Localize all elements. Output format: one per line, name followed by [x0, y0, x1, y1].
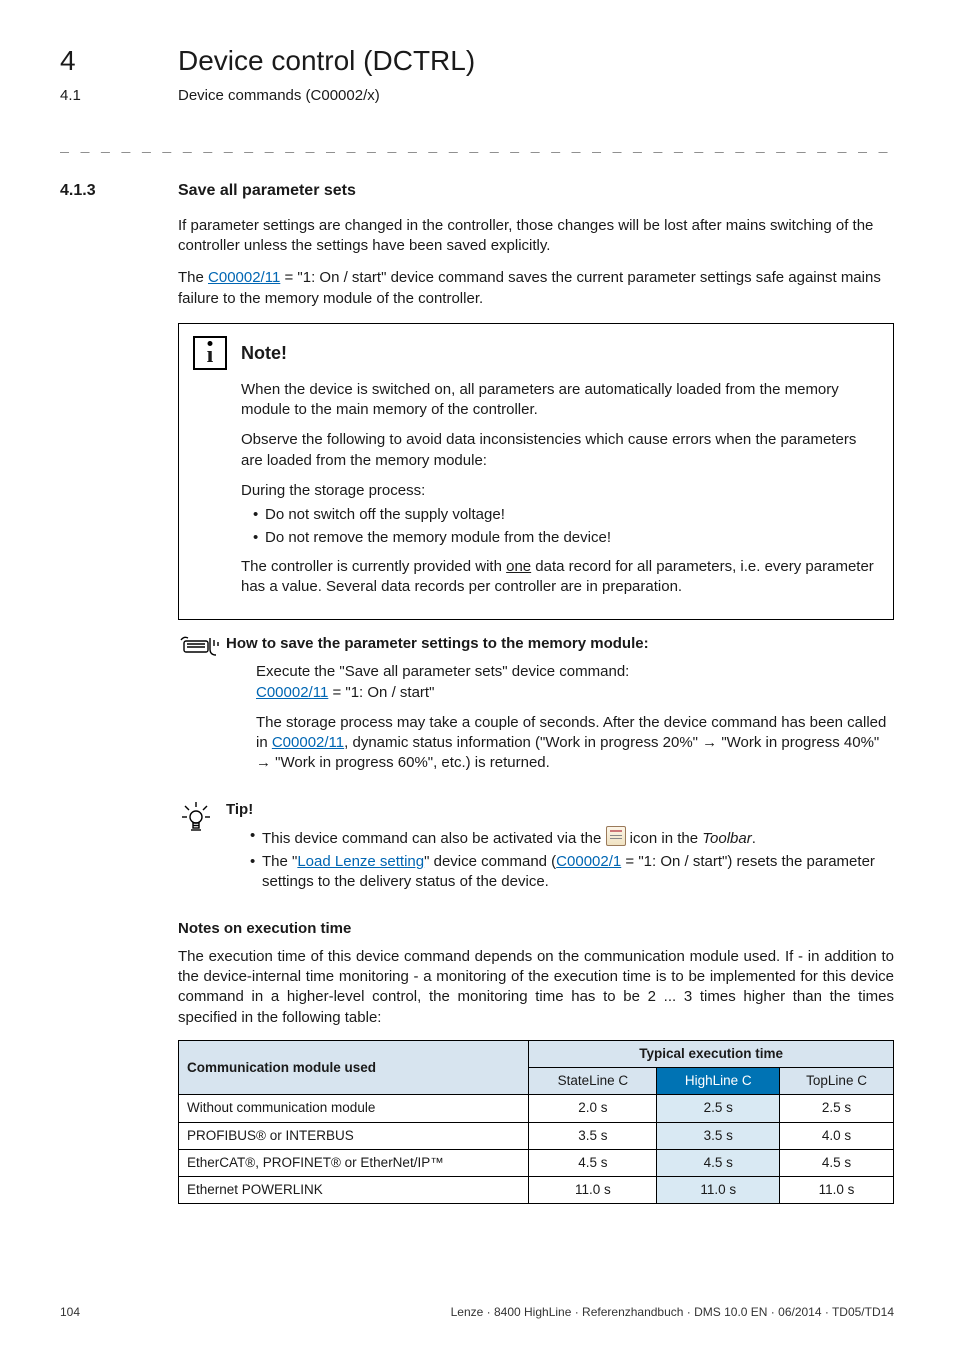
- cell: EtherCAT®, PROFINET® or EtherNet/IP™: [179, 1149, 529, 1176]
- text: The ": [262, 853, 297, 870]
- hand-pointer-icon: [178, 634, 226, 784]
- note-para: The controller is currently provided wit…: [241, 557, 879, 598]
- text: The: [178, 269, 208, 286]
- cell: 4.5 s: [780, 1149, 894, 1176]
- cell: Ethernet POWERLINK: [179, 1176, 529, 1203]
- chapter-number: 4: [60, 42, 178, 80]
- footer-ref: Lenze · 8400 HighLine · Referenzhandbuch…: [451, 1304, 894, 1320]
- text: "Work in progress 40%": [717, 734, 879, 751]
- info-icon: ı: [193, 336, 227, 370]
- note-para: During the storage process:: [241, 481, 879, 501]
- table-row: PROFIBUS® or INTERBUS 3.5 s 3.5 s 4.0 s: [179, 1122, 894, 1149]
- col-header-highlight: HighLine C: [657, 1068, 780, 1095]
- subchapter-title: Device commands (C00002/x): [178, 86, 380, 106]
- col-header: Typical execution time: [529, 1040, 894, 1067]
- text: = "1: On / start": [328, 684, 434, 701]
- note-para: When the device is switched on, all para…: [241, 380, 879, 421]
- cell: 2.0 s: [529, 1095, 657, 1122]
- tip-title: Tip!: [226, 800, 894, 820]
- howto-para: Execute the "Save all parameter sets" de…: [256, 662, 894, 703]
- bullet-item: Do not remove the memory module from the…: [253, 528, 879, 548]
- text: = "1: On / start" device command saves t…: [178, 269, 881, 306]
- col-header: Communication module used: [179, 1040, 529, 1094]
- table-row: EtherCAT®, PROFINET® or EtherNet/IP™ 4.5…: [179, 1149, 894, 1176]
- cell: 4.5 s: [529, 1149, 657, 1176]
- table-row: Ethernet POWERLINK 11.0 s 11.0 s 11.0 s: [179, 1176, 894, 1203]
- chapter-title: Device control (DCTRL): [178, 42, 475, 80]
- bullet-item: Do not switch off the supply voltage!: [253, 505, 879, 525]
- intro-para-2: The C00002/11 = "1: On / start" device c…: [178, 268, 894, 309]
- param-link[interactable]: C00002/11: [256, 684, 328, 701]
- intro-para-1: If parameter settings are changed in the…: [178, 216, 894, 257]
- subchapter-header: 4.1 Device commands (C00002/x): [60, 86, 894, 106]
- cell: 4.0 s: [780, 1122, 894, 1149]
- howto-block: How to save the parameter settings to th…: [178, 634, 894, 784]
- col-header: StateLine C: [529, 1068, 657, 1095]
- text: " device command (: [424, 853, 556, 870]
- param-link[interactable]: C00002/11: [208, 269, 280, 286]
- cell: 3.5 s: [529, 1122, 657, 1149]
- cell: Without communication module: [179, 1095, 529, 1122]
- howto-para: The storage process may take a couple of…: [256, 713, 894, 774]
- chapter-header: 4 Device control (DCTRL): [60, 42, 894, 80]
- toolbar-save-icon: [606, 826, 626, 846]
- exec-para: The execution time of this device comman…: [178, 947, 894, 1028]
- cell: 11.0 s: [780, 1176, 894, 1203]
- cell-highlight: 11.0 s: [657, 1176, 780, 1203]
- text: Execute the "Save all parameter sets" de…: [256, 663, 629, 680]
- text: This device command can also be activate…: [262, 830, 606, 847]
- cross-ref-link[interactable]: Load Lenze setting: [297, 853, 424, 870]
- section-title: Save all parameter sets: [178, 180, 356, 202]
- text: "Work in progress 60%", etc.) is returne…: [271, 754, 550, 771]
- cell: 2.5 s: [780, 1095, 894, 1122]
- note-box: ı Note! When the device is switched on, …: [178, 323, 894, 620]
- section-number: 4.1.3: [60, 180, 178, 202]
- lightbulb-icon: [178, 800, 226, 901]
- cell: 11.0 s: [529, 1176, 657, 1203]
- param-link[interactable]: C00002/11: [272, 734, 344, 751]
- tip-block: Tip! This device command can also be act…: [178, 800, 894, 901]
- bullet-item: The "Load Lenze setting" device command …: [250, 852, 894, 893]
- tip-bullets: This device command can also be activate…: [250, 826, 894, 893]
- note-bullets: Do not switch off the supply voltage! Do…: [241, 505, 879, 549]
- subchapter-number: 4.1: [60, 86, 178, 106]
- text: icon in the: [626, 830, 703, 847]
- text: The controller is currently provided wit…: [241, 558, 506, 575]
- section-heading: 4.1.3 Save all parameter sets: [60, 180, 894, 202]
- note-para: Observe the following to avoid data inco…: [241, 430, 879, 471]
- bullet-item: This device command can also be activate…: [250, 826, 894, 849]
- italic-text: Toolbar: [702, 830, 751, 847]
- cell-highlight: 3.5 s: [657, 1122, 780, 1149]
- table-row: Without communication module 2.0 s 2.5 s…: [179, 1095, 894, 1122]
- separator-rule: _ _ _ _ _ _ _ _ _ _ _ _ _ _ _ _ _ _ _ _ …: [60, 134, 894, 154]
- page-number: 104: [60, 1304, 80, 1320]
- cell: PROFIBUS® or INTERBUS: [179, 1122, 529, 1149]
- page-footer: 104 Lenze · 8400 HighLine · Referenzhand…: [60, 1304, 894, 1320]
- text: , dynamic status information ("Work in p…: [344, 734, 702, 751]
- arrow-icon: →: [702, 734, 717, 751]
- cell-highlight: 4.5 s: [657, 1149, 780, 1176]
- arrow-icon: →: [256, 754, 271, 771]
- col-header: TopLine C: [780, 1068, 894, 1095]
- param-link[interactable]: C00002/1: [556, 853, 621, 870]
- cell-highlight: 2.5 s: [657, 1095, 780, 1122]
- text: .: [752, 830, 756, 847]
- exec-time-table: Communication module used Typical execut…: [178, 1040, 894, 1204]
- exec-heading: Notes on execution time: [178, 919, 894, 939]
- howto-title: How to save the parameter settings to th…: [226, 634, 894, 654]
- underlined-text: one: [506, 558, 531, 575]
- note-title: Note!: [241, 341, 287, 365]
